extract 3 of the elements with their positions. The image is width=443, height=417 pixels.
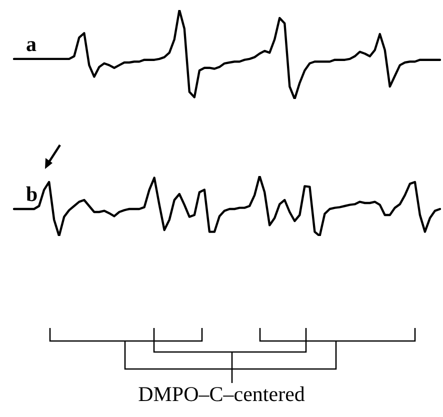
text: DMPO–C–centered bbox=[137, 382, 306, 407]
series-label: a bbox=[26, 32, 37, 56]
legend-label: b bbox=[26, 182, 38, 206]
